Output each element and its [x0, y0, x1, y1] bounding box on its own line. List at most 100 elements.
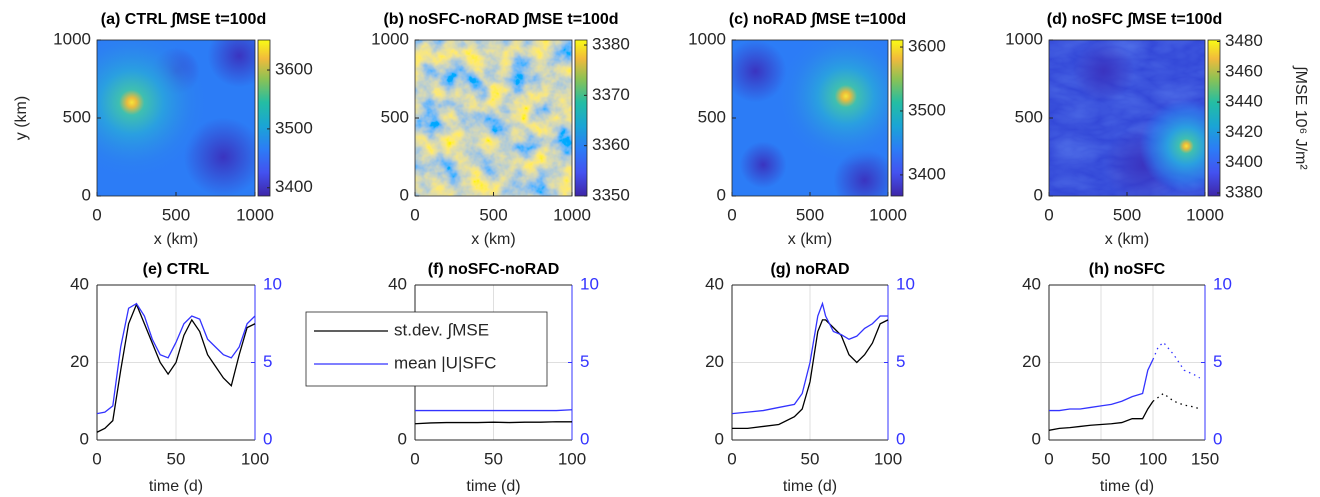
y2-tick-label: 5	[580, 352, 589, 371]
y-tick-label: 0	[715, 429, 724, 448]
colorbar-tick-label: 3400	[908, 164, 946, 183]
y-tick-label: 20	[1022, 352, 1041, 371]
colorbar-tick-label: 3600	[908, 37, 946, 56]
y2-tick-label: 0	[263, 429, 272, 448]
colorbar	[257, 39, 271, 197]
x-tick-label: 150	[1191, 449, 1219, 468]
y2-tick-label: 0	[580, 429, 589, 448]
y-tick-label: 40	[1022, 274, 1041, 293]
y-tick-label: 0	[1034, 185, 1043, 204]
colorbar-tick-label: 3480	[1225, 31, 1263, 50]
panel-title: (h) noSFC	[1089, 261, 1166, 278]
x-tick-label: 100	[1139, 449, 1167, 468]
x-tick-label: 1000	[869, 205, 907, 224]
y-tick-label: 500	[698, 107, 726, 126]
series-line	[1049, 359, 1154, 412]
y-tick-label: 500	[1015, 107, 1043, 126]
y-tick-label: 0	[400, 185, 409, 204]
y-tick-label: 1000	[688, 29, 726, 48]
y-tick-label: 20	[70, 352, 89, 371]
x-tick-label: 1000	[236, 205, 274, 224]
y2-tick-label: 10	[263, 274, 282, 293]
x-tick-label: 500	[479, 205, 507, 224]
field-layer	[1049, 40, 1205, 196]
y2-tick-label: 10	[896, 274, 915, 293]
y-tick-label: 1000	[1005, 29, 1043, 48]
field-image	[732, 40, 888, 196]
y-tick-label: 40	[705, 274, 724, 293]
field	[1139, 99, 1205, 193]
x-tick-label: 100	[874, 449, 902, 468]
x-tick-label: 0	[1044, 205, 1053, 224]
series-line	[731, 301, 888, 415]
y2-tick-label: 5	[263, 352, 272, 371]
y-tick-label: 0	[717, 185, 726, 204]
x-tick-label: 100	[558, 449, 586, 468]
colorbar-tick-label: 3370	[592, 85, 630, 104]
legend-box	[305, 311, 548, 387]
series-line	[1048, 400, 1154, 431]
x-tick-label: 50	[1092, 449, 1111, 468]
panel-title: (a) CTRL ∫MSE t=100d	[101, 11, 266, 28]
y-tick-label: 0	[1032, 429, 1041, 448]
panel-title: (g) noRAD	[770, 261, 849, 278]
panel-title: (f) noSFC-noRAD	[428, 261, 560, 278]
x-tick-label: 0	[1044, 449, 1053, 468]
panel-title: (d) noSFC ∫MSE t=100d	[1047, 11, 1223, 28]
x-tick-label: 50	[801, 449, 820, 468]
x-axis-label: time (d)	[783, 478, 837, 495]
y2-tick-label: 0	[896, 429, 905, 448]
field	[415, 40, 572, 196]
x-tick-label: 500	[1113, 205, 1141, 224]
x-tick-label: 1000	[553, 205, 591, 224]
y2-tick-label: 5	[896, 352, 905, 371]
y-axis-label: y (km)	[13, 96, 30, 140]
x-axis-label: time (d)	[149, 478, 203, 495]
y2-tick-label: 10	[580, 274, 599, 293]
y-tick-label: 0	[82, 185, 91, 204]
colorbar-tick-label: 3500	[275, 118, 313, 137]
field	[97, 40, 211, 182]
panel-title: (b) noSFC-noRAD ∫MSE t=100d	[383, 11, 618, 28]
x-axis-label: time (d)	[1100, 478, 1154, 495]
x-tick-label: 50	[167, 449, 186, 468]
y2-tick-label: 0	[1213, 429, 1222, 448]
y-tick-label: 1000	[371, 29, 409, 48]
legend-label: st.dev. ∫MSE	[394, 320, 489, 339]
series-line	[415, 409, 573, 412]
y-tick-label: 20	[705, 352, 724, 371]
panel-title: (c) noRAD ∫MSE t=100d	[729, 11, 906, 28]
x-tick-label: 500	[796, 205, 824, 224]
y2-tick-label: 5	[1213, 352, 1222, 371]
x-tick-label: 500	[162, 205, 190, 224]
colorbar-tick-label: 3350	[592, 185, 630, 204]
colorbar-tick-label: 3400	[1225, 152, 1263, 171]
colorbar	[1207, 39, 1221, 197]
colorbar-tick-label: 3500	[908, 100, 946, 119]
series-line	[1152, 341, 1201, 379]
field-image	[97, 40, 255, 196]
x-tick-label: 1000	[1186, 205, 1224, 224]
field-image	[1049, 40, 1205, 196]
colorbar	[574, 39, 588, 197]
field	[732, 40, 787, 103]
colorbar-tick-label: 3360	[592, 135, 630, 154]
y-tick-label: 40	[388, 274, 407, 293]
colorbar-label: ∫MSE 10⁶ J/m²	[1292, 65, 1309, 170]
colorbar	[890, 39, 904, 197]
series-line	[96, 302, 256, 433]
field	[207, 40, 255, 88]
x-tick-label: 100	[241, 449, 269, 468]
series-line	[732, 319, 889, 430]
x-tick-label: 0	[727, 205, 736, 224]
x-tick-label: 50	[484, 449, 503, 468]
field-layer	[415, 40, 572, 196]
field-image	[415, 40, 572, 196]
y-tick-label: 1000	[53, 29, 91, 48]
colorbar-tick-label: 3460	[1225, 61, 1263, 80]
y-tick-label: 0	[80, 429, 89, 448]
x-tick-label: 0	[410, 205, 419, 224]
x-axis-label: x (km)	[471, 231, 515, 248]
y-tick-label: 500	[63, 107, 91, 126]
x-tick-label: 0	[92, 449, 101, 468]
